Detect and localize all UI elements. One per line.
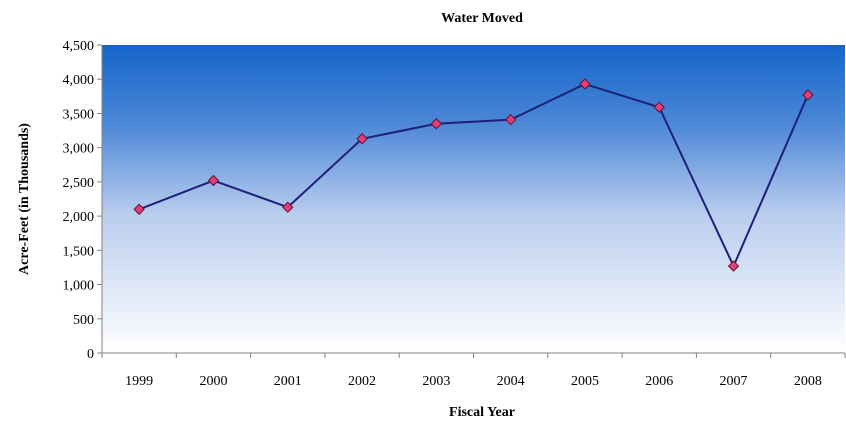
series-line: [138, 82, 809, 269]
x-tick-label: 2002: [348, 374, 376, 389]
y-tick-label: 2,500: [63, 176, 95, 191]
x-tick-label: 2008: [794, 374, 822, 389]
x-tick-label: 2006: [645, 374, 673, 389]
y-tick-label: 2,000: [63, 210, 95, 225]
y-tick-label: 500: [73, 313, 94, 328]
x-axis-label: Fiscal Year: [449, 405, 515, 420]
y-tick-label: 1,500: [63, 244, 95, 259]
data-point-2002: [356, 133, 368, 145]
data-point-2008: [802, 89, 814, 101]
data-point-2007: [727, 260, 740, 272]
series-group: [133, 78, 814, 272]
y-tick-label: 4,500: [63, 39, 95, 54]
x-tick-label: 1999: [125, 374, 153, 389]
data-point-2003: [430, 118, 443, 130]
x-tick-label: 2007: [720, 374, 748, 389]
y-ticks: 0 500 1,000 1,500 2,000 2,500 3,000 3,500 4,000 4…: [63, 39, 102, 362]
x-tick-label: 2005: [571, 374, 599, 389]
chart-title: Water Moved: [441, 11, 523, 26]
plot-area: [102, 45, 845, 353]
y-tick-label: 1,000: [63, 279, 95, 294]
data-point-2001: [282, 201, 294, 213]
x-tick-label: 2004: [497, 374, 525, 389]
x-tick-label: 2000: [199, 374, 227, 389]
x-tick-label: 2001: [274, 374, 302, 389]
x-tick-label: 2003: [422, 374, 450, 389]
data-point-2005: [579, 78, 591, 90]
y-tick-label: 3,500: [63, 107, 95, 122]
x-ticks: 1999 2000 2001 2002 2003 2004 2005 2006 2007 2008: [101, 353, 846, 389]
data-point-2004: [504, 113, 517, 126]
y-tick-label: 3,000: [63, 142, 95, 157]
y-axis-label: Acre-Feet (in Thousands): [17, 123, 32, 275]
y-tick-label: 0: [87, 347, 94, 362]
data-point-1999: [133, 203, 145, 215]
y-tick-label: 4,000: [63, 73, 95, 88]
data-point-2000: [207, 174, 220, 187]
data-point-2006: [653, 101, 665, 113]
